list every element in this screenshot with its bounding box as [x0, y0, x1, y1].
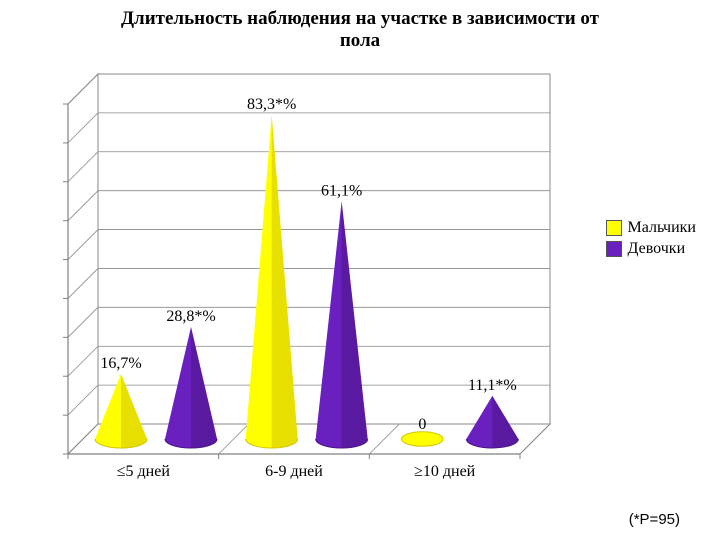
svg-text:0: 0: [418, 416, 426, 433]
cone-chart-svg: ≤5 дней 6-9 дней ≥10 дней 16,7% 28,8*% 83,3*%…: [30, 56, 690, 496]
svg-text:28,8*%: 28,8*%: [166, 308, 215, 325]
svg-text:11,1*%: 11,1*%: [468, 377, 517, 394]
svg-text:6-9 дней: 6-9 дней: [265, 463, 323, 480]
chart-title-line2: пола: [30, 30, 690, 52]
legend-label-girls: Девочки: [628, 240, 686, 258]
legend-swatch-girls: [606, 241, 622, 257]
svg-text:≥10 дней: ≥10 дней: [414, 463, 476, 480]
chart-title-line1: Длительность наблюдения на участке в зав…: [30, 8, 690, 30]
svg-text:16,7%: 16,7%: [100, 355, 141, 372]
legend-label-boys: Мальчики: [628, 219, 696, 237]
svg-text:≤5 дней: ≤5 дней: [117, 463, 171, 480]
legend-swatch-boys: [606, 220, 622, 236]
svg-text:61,1%: 61,1%: [321, 182, 362, 199]
legend-item-girls: Девочки: [606, 240, 696, 258]
legend-item-boys: Мальчики: [606, 219, 696, 237]
chart-area: ≤5 дней 6-9 дней ≥10 дней 16,7% 28,8*% 83,3*%…: [30, 56, 690, 496]
footnote: (*Р=95): [629, 511, 680, 528]
svg-text:83,3*%: 83,3*%: [247, 96, 296, 113]
legend: Мальчики Девочки: [606, 216, 696, 261]
